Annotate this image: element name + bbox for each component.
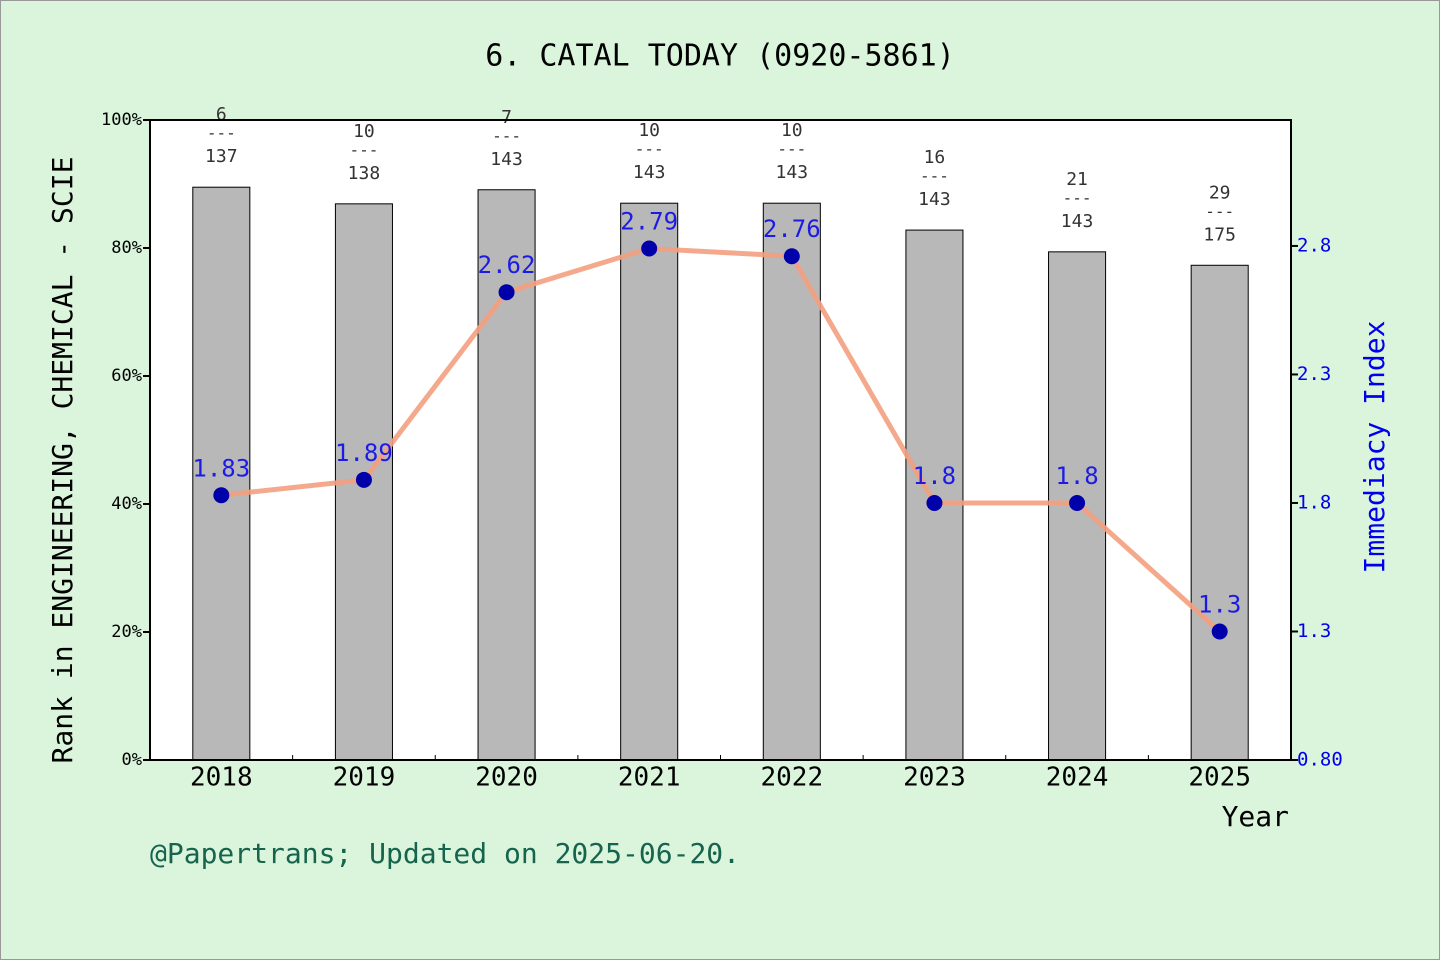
x-tick-label: 2021 — [618, 763, 681, 793]
rank-label: 16 — [924, 147, 946, 168]
chart-title: 6. CATAL TODAY (0920-5861) — [485, 39, 955, 74]
y2-tick-label: 2.3 — [1297, 363, 1331, 385]
y2-tick-label: 1.8 — [1297, 491, 1331, 513]
bar — [1190, 264, 1249, 761]
value-label: 1.83 — [192, 454, 250, 482]
rank-separator: --- — [492, 126, 521, 145]
rank-label: 6 — [216, 104, 227, 125]
point — [355, 471, 372, 488]
rank-total: 143 — [918, 189, 951, 210]
line — [221, 245, 1222, 634]
x-tick-label: 2023 — [903, 763, 966, 793]
rank-separator: --- — [207, 124, 236, 143]
y-tick-label: 100% — [101, 110, 142, 130]
rank-separator: --- — [1063, 188, 1092, 207]
y-tick-label: 40% — [111, 494, 142, 514]
y-tick-label: 0% — [122, 750, 142, 770]
value-label: 1.8 — [1055, 462, 1098, 490]
value-label: 2.79 — [620, 208, 678, 236]
bar — [762, 202, 821, 761]
footer: @Papertrans; Updated on 2025-06-20. — [150, 837, 740, 870]
point — [498, 284, 515, 301]
value-label: 1.8 — [913, 462, 956, 490]
point — [641, 240, 658, 257]
x-tick-label: 2020 — [475, 763, 538, 793]
rank-total: 143 — [776, 162, 809, 183]
rank-separator: --- — [635, 140, 664, 159]
x-tick-label: 2019 — [333, 763, 396, 793]
value-label: 1.3 — [1198, 590, 1241, 618]
y-axis-label: Rank in ENGINEERING, CHEMICAL - SCIE — [46, 157, 79, 764]
value-label: 2.62 — [478, 251, 536, 279]
value-label: 1.89 — [335, 439, 393, 467]
y2-tick-label: 2.8 — [1297, 234, 1331, 256]
rank-total: 137 — [205, 146, 238, 167]
x-tick-label: 2022 — [761, 763, 824, 793]
rank-label: 21 — [1066, 169, 1088, 190]
y-tick-label: 60% — [111, 366, 142, 386]
plot-frame — [149, 119, 1292, 761]
rank-label: 10 — [781, 120, 803, 141]
point — [783, 248, 800, 265]
bar — [620, 202, 679, 761]
rank-label: 7 — [501, 107, 512, 128]
y2-tick-label: 0.80 — [1297, 749, 1343, 771]
bar — [192, 186, 251, 761]
rank-total: 175 — [1203, 224, 1236, 245]
y2-tick-label: 1.3 — [1297, 620, 1331, 642]
y2-axis-label: Immediacy Index — [1358, 321, 1391, 574]
rank-total: 143 — [490, 149, 523, 170]
value-label: 2.76 — [763, 215, 821, 243]
point — [213, 487, 230, 504]
point — [1069, 494, 1086, 511]
y-tick-label: 20% — [111, 622, 142, 642]
x-tick-label: 2018 — [190, 763, 253, 793]
rank-separator: --- — [349, 140, 378, 159]
point — [1211, 623, 1228, 640]
rank-label: 10 — [638, 120, 660, 141]
y-tick-label: 80% — [111, 238, 142, 258]
x-tick-label: 2024 — [1046, 763, 1109, 793]
rank-label: 10 — [353, 121, 375, 142]
rank-total: 143 — [1061, 211, 1094, 232]
rank-separator: --- — [920, 167, 949, 186]
plot-area — [150, 120, 1291, 760]
rank-separator: --- — [777, 140, 806, 159]
x-axis-label: Year — [1222, 800, 1289, 833]
rank-separator: --- — [1205, 202, 1234, 221]
rank-total: 138 — [348, 163, 381, 184]
rank-total: 143 — [633, 162, 666, 183]
point — [926, 494, 943, 511]
rank-label: 29 — [1209, 182, 1231, 203]
x-tick-label: 2025 — [1188, 763, 1251, 793]
